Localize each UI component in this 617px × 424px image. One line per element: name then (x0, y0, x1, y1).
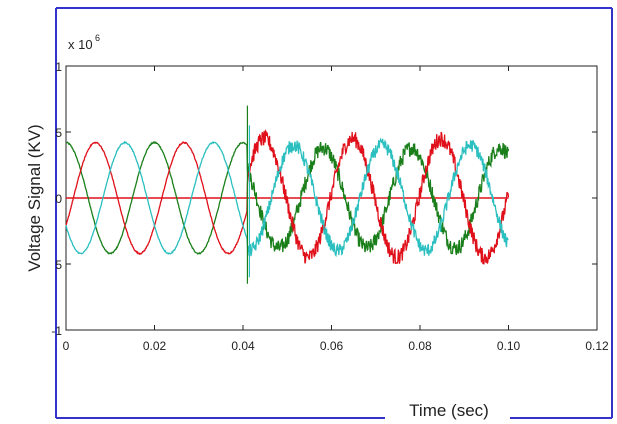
x-tick-label: 0.10 (497, 339, 521, 353)
y-axis-label: Voltage Signal (KV) (25, 124, 44, 271)
tick-marks (65, 65, 598, 331)
x-axis-label: Time (sec) (409, 401, 489, 420)
y-tick-label: -1 (51, 324, 62, 338)
x-tick-label: 0.08 (408, 339, 432, 353)
x-tick-label: 0.06 (320, 339, 344, 353)
x-tick-label: 0 (63, 339, 70, 353)
y-exponent-power: 6 (95, 33, 100, 43)
x-tick-label: 0.02 (143, 339, 167, 353)
series-line-3 (65, 137, 509, 258)
y-tick-label: 0 (55, 192, 62, 206)
y-tick-label: 1 (55, 60, 62, 74)
x-tick-label: 0.12 (585, 339, 609, 353)
series-line-2 (65, 129, 510, 265)
signal-traces (65, 105, 510, 284)
x-tick-label: 0.04 (231, 339, 255, 353)
tick-labels: 0 0.02 0.04 0.06 0.08 0.10 0.12 1 5 0 5 -1 (51, 60, 609, 353)
y-exponent-base: x 10 (68, 37, 93, 52)
y-tick-label: 5 (55, 258, 62, 272)
y-tick-label: 5 (55, 126, 62, 140)
